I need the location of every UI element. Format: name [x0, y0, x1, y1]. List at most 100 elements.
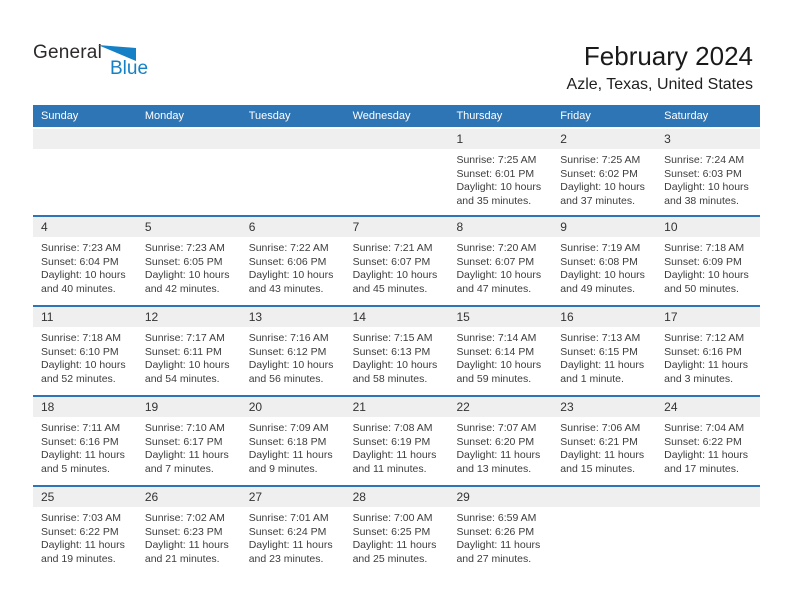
day-cell: 6 Sunrise: 7:22 AM Sunset: 6:06 PM Dayli… — [240, 217, 345, 305]
day-cell-empty — [136, 129, 241, 215]
day-details: Sunrise: 6:59 AM Sunset: 6:26 PM Dayligh… — [448, 507, 552, 566]
day-cell: 1 Sunrise: 7:25 AM Sunset: 6:01 PM Dayli… — [448, 129, 553, 215]
day-details: Sunrise: 7:13 AM Sunset: 6:15 PM Dayligh… — [552, 327, 656, 386]
sunrise-text: Sunrise: 7:04 AM — [664, 422, 745, 434]
daylight-text: Daylight: 11 hours and 25 minutes. — [352, 539, 437, 565]
day-details — [552, 507, 656, 512]
day-header-saturday: Saturday — [664, 110, 709, 122]
sunrise-text: Sunrise: 7:13 AM — [560, 332, 641, 344]
sunset-text: Sunset: 6:16 PM — [41, 435, 119, 448]
day-details — [33, 149, 137, 154]
sunrise-text: Sunrise: 7:22 AM — [248, 242, 329, 254]
day-cell-empty — [552, 487, 657, 575]
day-number — [552, 487, 657, 507]
day-number: 18 — [33, 397, 137, 417]
day-details: Sunrise: 7:25 AM Sunset: 6:01 PM Dayligh… — [448, 149, 552, 208]
sunrise-text: Sunrise: 7:23 AM — [144, 242, 225, 254]
sunset-text: Sunset: 6:06 PM — [248, 255, 327, 268]
day-cell: 17 Sunrise: 7:12 AM Sunset: 6:16 PM Dayl… — [656, 307, 761, 395]
day-details: Sunrise: 7:10 AM Sunset: 6:17 PM Dayligh… — [137, 417, 241, 476]
sunset-text: Sunset: 6:19 PM — [352, 435, 431, 448]
daylight-text: Daylight: 11 hours and 19 minutes. — [41, 539, 125, 565]
week-row: 4 Sunrise: 7:23 AM Sunset: 6:04 PM Dayli… — [33, 215, 761, 305]
daylight-text: Daylight: 10 hours and 58 minutes. — [352, 359, 438, 385]
day-details: Sunrise: 7:07 AM Sunset: 6:20 PM Dayligh… — [448, 417, 552, 476]
day-details — [137, 149, 241, 154]
day-number: 7 — [344, 217, 449, 237]
daylight-text: Daylight: 10 hours and 37 minutes. — [560, 181, 645, 207]
sunset-text: Sunset: 6:10 PM — [41, 345, 119, 358]
day-number: 10 — [656, 217, 761, 237]
day-cell: 19 Sunrise: 7:10 AM Sunset: 6:17 PM Dayl… — [136, 397, 241, 485]
day-details: Sunrise: 7:15 AM Sunset: 6:13 PM Dayligh… — [345, 327, 449, 386]
day-cell: 12 Sunrise: 7:17 AM Sunset: 6:11 PM Dayl… — [136, 307, 241, 395]
day-details — [241, 149, 345, 154]
day-cell: 21 Sunrise: 7:08 AM Sunset: 6:19 PM Dayl… — [344, 397, 449, 485]
day-cell: 8 Sunrise: 7:20 AM Sunset: 6:07 PM Dayli… — [448, 217, 553, 305]
page-title: February 2024 — [583, 41, 753, 71]
day-cell: 14 Sunrise: 7:15 AM Sunset: 6:13 PM Dayl… — [344, 307, 449, 395]
sunrise-text: Sunrise: 7:11 AM — [41, 422, 121, 434]
daylight-text: Daylight: 10 hours and 56 minutes. — [248, 359, 334, 385]
day-number: 24 — [656, 397, 761, 417]
sunset-text: Sunset: 6:08 PM — [560, 255, 638, 268]
daylight-text: Daylight: 10 hours and 59 minutes. — [456, 359, 542, 385]
sunrise-text: Sunrise: 7:23 AM — [41, 242, 121, 254]
sunrise-text: Sunrise: 7:02 AM — [144, 512, 225, 524]
sunset-text: Sunset: 6:22 PM — [664, 435, 742, 448]
day-number — [656, 487, 761, 507]
day-details: Sunrise: 7:23 AM Sunset: 6:05 PM Dayligh… — [137, 237, 241, 296]
day-number: 21 — [344, 397, 449, 417]
daylight-text: Daylight: 11 hours and 13 minutes. — [456, 449, 541, 475]
daylight-text: Daylight: 10 hours and 54 minutes. — [144, 359, 230, 385]
sunrise-text: Sunrise: 7:07 AM — [456, 422, 537, 434]
sunrise-text: Sunrise: 7:18 AM — [41, 332, 121, 344]
sunset-text: Sunset: 6:25 PM — [352, 525, 431, 538]
sunrise-text: Sunrise: 7:19 AM — [560, 242, 641, 254]
daylight-text: Daylight: 10 hours and 49 minutes. — [560, 269, 645, 295]
day-header-tuesday: Tuesday — [248, 110, 291, 122]
day-cell: 28 Sunrise: 7:00 AM Sunset: 6:25 PM Dayl… — [344, 487, 449, 575]
day-details: Sunrise: 7:20 AM Sunset: 6:07 PM Dayligh… — [448, 237, 552, 296]
day-number: 4 — [33, 217, 137, 237]
title-block: February 2024 Azle, Texas, United States — [567, 42, 753, 94]
sunset-text: Sunset: 6:09 PM — [664, 255, 742, 268]
day-details: Sunrise: 7:00 AM Sunset: 6:25 PM Dayligh… — [345, 507, 449, 566]
calendar: Sunday Monday Tuesday Wednesday Thursday… — [33, 105, 761, 575]
day-cell: 22 Sunrise: 7:07 AM Sunset: 6:20 PM Dayl… — [448, 397, 553, 485]
day-details: Sunrise: 7:21 AM Sunset: 6:07 PM Dayligh… — [345, 237, 449, 296]
page-subtitle: Azle, Texas, United States — [566, 76, 753, 93]
day-number: 23 — [552, 397, 657, 417]
daylight-text: Daylight: 10 hours and 43 minutes. — [248, 269, 334, 295]
sunrise-text: Sunrise: 7:16 AM — [248, 332, 329, 344]
day-number: 17 — [656, 307, 761, 327]
day-details: Sunrise: 7:12 AM Sunset: 6:16 PM Dayligh… — [656, 327, 760, 386]
daylight-text: Daylight: 11 hours and 15 minutes. — [560, 449, 645, 475]
day-number: 28 — [344, 487, 449, 507]
daylight-text: Daylight: 10 hours and 40 minutes. — [41, 269, 126, 295]
day-details: Sunrise: 7:11 AM Sunset: 6:16 PM Dayligh… — [33, 417, 137, 476]
day-details: Sunrise: 7:17 AM Sunset: 6:11 PM Dayligh… — [137, 327, 241, 386]
day-number: 13 — [240, 307, 345, 327]
day-details — [345, 149, 449, 154]
day-cell: 13 Sunrise: 7:16 AM Sunset: 6:12 PM Dayl… — [240, 307, 345, 395]
day-cell: 26 Sunrise: 7:02 AM Sunset: 6:23 PM Dayl… — [136, 487, 241, 575]
daylight-text: Daylight: 10 hours and 50 minutes. — [664, 269, 749, 295]
sunrise-text: Sunrise: 6:59 AM — [456, 512, 537, 524]
sunset-text: Sunset: 6:04 PM — [41, 255, 119, 268]
day-details: Sunrise: 7:23 AM Sunset: 6:04 PM Dayligh… — [33, 237, 137, 296]
day-details: Sunrise: 7:25 AM Sunset: 6:02 PM Dayligh… — [552, 149, 656, 208]
day-details: Sunrise: 7:08 AM Sunset: 6:19 PM Dayligh… — [345, 417, 449, 476]
day-details: Sunrise: 7:04 AM Sunset: 6:22 PM Dayligh… — [656, 417, 760, 476]
daylight-text: Daylight: 11 hours and 23 minutes. — [248, 539, 333, 565]
day-details: Sunrise: 7:18 AM Sunset: 6:10 PM Dayligh… — [33, 327, 137, 386]
sunrise-text: Sunrise: 7:25 AM — [456, 154, 537, 166]
day-details: Sunrise: 7:01 AM Sunset: 6:24 PM Dayligh… — [241, 507, 345, 566]
day-cell-empty — [33, 129, 137, 215]
sunrise-text: Sunrise: 7:21 AM — [352, 242, 433, 254]
day-cell: 11 Sunrise: 7:18 AM Sunset: 6:10 PM Dayl… — [33, 307, 137, 395]
day-header-thursday: Thursday — [456, 110, 503, 122]
day-number: 29 — [448, 487, 553, 507]
sunset-text: Sunset: 6:07 PM — [352, 255, 431, 268]
logo: General Blue — [33, 43, 163, 83]
